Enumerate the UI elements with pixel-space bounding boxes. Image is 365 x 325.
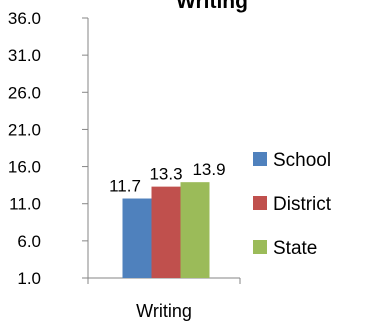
legend-label-state: State	[273, 238, 317, 259]
x-category-label: Writing	[136, 301, 192, 321]
y-tick-label: 11.0	[9, 195, 41, 214]
y-axis-ticks: 36.0 31.0 26.0 21.0 16.0 11.0 6.0 1.0	[8, 9, 88, 288]
data-label-state: 13.9	[192, 160, 225, 179]
y-tick-label: 16.0	[8, 158, 41, 177]
y-tick-label: 1.0	[17, 269, 41, 288]
legend-label-school: School	[273, 150, 331, 171]
data-label-district: 13.3	[149, 165, 182, 184]
y-tick-label: 31.0	[8, 46, 41, 65]
y-tick-label: 26.0	[8, 83, 41, 102]
data-label-school: 11.7	[109, 177, 141, 196]
bar-school	[122, 198, 152, 278]
bar-district	[151, 186, 181, 278]
legend-swatch-school	[253, 152, 267, 166]
y-tick-label: 21.0	[8, 120, 41, 139]
legend-swatch-state	[253, 240, 267, 254]
legend-swatch-district	[253, 196, 267, 210]
y-tick-label: 6.0	[17, 232, 41, 251]
legend: School District State	[253, 150, 332, 259]
bar-state	[180, 182, 210, 278]
data-labels: 11.7 13.3 13.9	[109, 160, 225, 195]
x-axis-labels: Writing	[136, 301, 192, 321]
legend-label-district: District	[273, 194, 332, 215]
bars	[122, 182, 210, 278]
y-tick-label: 36.0	[8, 9, 41, 28]
chart-title: Writing	[176, 0, 248, 13]
